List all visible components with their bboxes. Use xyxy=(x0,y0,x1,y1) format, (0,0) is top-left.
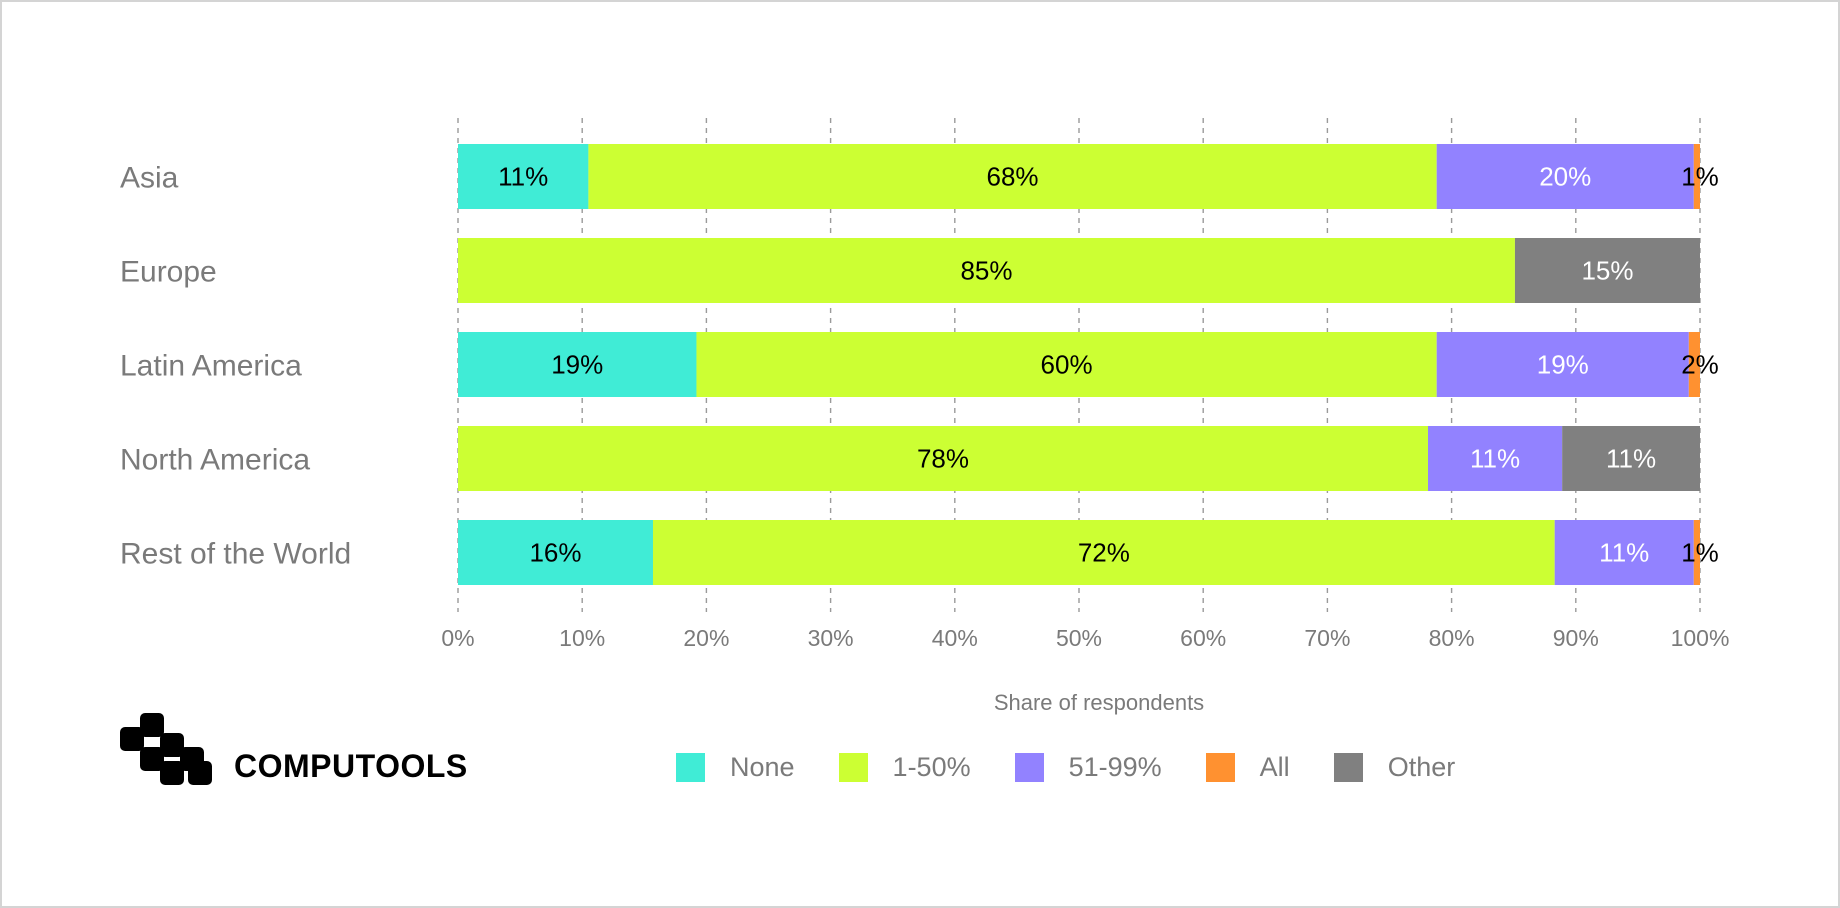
bar-segment xyxy=(458,144,589,209)
bar-segment xyxy=(458,426,1429,491)
bar-segment xyxy=(652,520,1555,585)
legend-item-1-50: 1-50% xyxy=(838,752,971,783)
x-tick-label: 50% xyxy=(1056,625,1102,651)
x-tick-label: 60% xyxy=(1180,625,1226,651)
legend-label: 1-50% xyxy=(892,752,971,782)
legend-label: Other xyxy=(1387,752,1456,782)
data-label: 11% xyxy=(498,162,548,192)
bar-segment xyxy=(1514,238,1700,303)
x-tick-label: 0% xyxy=(441,625,474,651)
data-label: 11% xyxy=(1606,444,1656,474)
legend-swatch xyxy=(1205,753,1235,782)
brand-name: COMPUTOOLS xyxy=(234,748,468,784)
data-label: 20% xyxy=(1539,162,1591,192)
x-tick-label: 40% xyxy=(932,625,978,651)
category-label: Rest of the World xyxy=(120,538,351,571)
bar-segment xyxy=(1688,332,1700,397)
x-tick-label: 20% xyxy=(683,625,729,651)
legend-item-none: None xyxy=(676,752,795,783)
data-label: 68% xyxy=(987,162,1039,192)
category-label: Europe xyxy=(120,256,217,289)
x-tick-label: 80% xyxy=(1429,625,1475,651)
legend-label: All xyxy=(1259,752,1290,782)
data-label: 85% xyxy=(960,256,1012,286)
legend-label: None xyxy=(730,752,795,782)
category-label: North America xyxy=(120,444,310,477)
bar-segment xyxy=(1693,520,1700,585)
category-label: Latin America xyxy=(120,350,302,383)
data-label: 11% xyxy=(1470,444,1520,474)
legend-item-all: All xyxy=(1205,752,1290,783)
legend-item-other: Other xyxy=(1333,752,1456,783)
brand-logo: COMPUTOOLS xyxy=(120,712,468,785)
bar-segment xyxy=(1436,332,1689,397)
x-tick-label: 100% xyxy=(1671,625,1730,651)
bar-segment xyxy=(1428,426,1563,491)
x-tick-label: 30% xyxy=(808,625,854,651)
x-tick-label: 90% xyxy=(1553,625,1599,651)
x-tick-label: 10% xyxy=(559,625,605,651)
legend-swatch xyxy=(838,753,868,782)
bar-segment xyxy=(1436,144,1694,209)
legend-label: 51-99% xyxy=(1068,752,1162,782)
chart-legend: None 1-50% 51-99% All Other xyxy=(676,752,1499,783)
legend-swatch xyxy=(676,753,705,782)
data-label: 16% xyxy=(529,538,581,568)
data-label: 2% xyxy=(1681,350,1719,380)
bar-segment xyxy=(458,238,1515,303)
data-label: 19% xyxy=(1537,350,1589,380)
data-label: 72% xyxy=(1078,538,1130,568)
bar-segment xyxy=(1562,426,1700,491)
bar-segment xyxy=(458,332,697,397)
legend-swatch xyxy=(1014,753,1044,782)
x-tick-label: 70% xyxy=(1304,625,1350,651)
bar-segment xyxy=(588,144,1437,209)
legend-item-51-99: 51-99% xyxy=(1014,752,1162,783)
data-label: 1% xyxy=(1681,162,1719,192)
data-label: 15% xyxy=(1581,256,1633,286)
x-axis-title: Share of respondents xyxy=(994,690,1204,715)
category-label: Asia xyxy=(120,162,179,195)
legend-swatch xyxy=(1333,753,1363,782)
data-label: 60% xyxy=(1041,350,1093,380)
data-label: 11% xyxy=(1599,538,1649,568)
data-label: 78% xyxy=(917,444,969,474)
computools-logo-icon xyxy=(120,712,212,785)
data-label: 19% xyxy=(551,350,603,380)
bar-segment xyxy=(696,332,1437,397)
data-label: 1% xyxy=(1681,538,1719,568)
bar-segment xyxy=(1693,144,1700,209)
bar-segment xyxy=(458,520,653,585)
bar-segment xyxy=(1554,520,1694,585)
